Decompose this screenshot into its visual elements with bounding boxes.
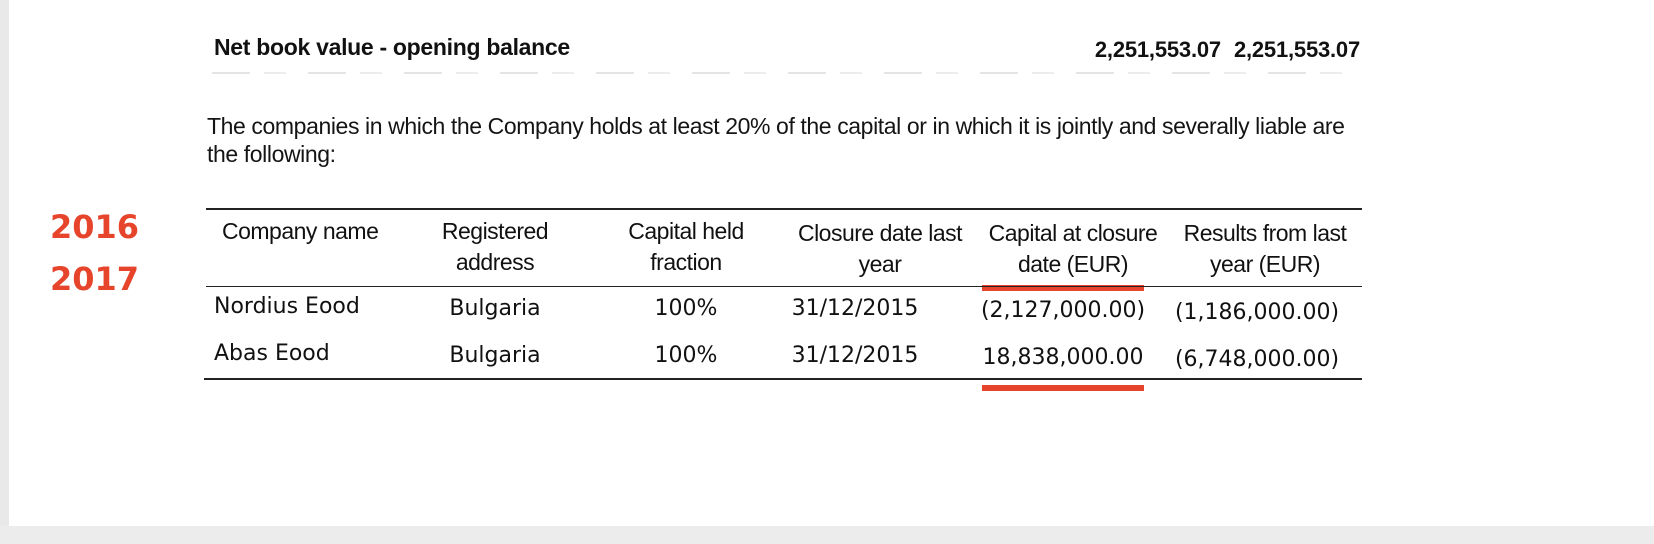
faint-separator xyxy=(212,72,1362,74)
highlight-underline-value xyxy=(982,385,1144,391)
net-book-value-amount-1: 2,251,553.07 xyxy=(1094,37,1221,62)
row2-registered-address: Bulgaria xyxy=(449,343,541,368)
table-top-rule xyxy=(206,208,1362,210)
year-label-2016: 2016 xyxy=(50,208,140,246)
row2-company-name: Abas Eood xyxy=(214,341,330,366)
intro-paragraph: The companies in which the Company holds… xyxy=(207,113,1345,167)
row1-company-name: Nordius Eood xyxy=(214,294,360,319)
net-book-value-label: Net book value - opening balance xyxy=(214,34,570,60)
left-border xyxy=(0,0,9,544)
row1-capital-at-closure: (2,127,000.00) xyxy=(980,298,1146,323)
table-header-rule xyxy=(206,286,1362,287)
row1-capital-held: 100% xyxy=(654,296,718,321)
table-bottom-rule xyxy=(204,378,1362,380)
header-capital-held-fraction: Capital held fraction xyxy=(628,218,744,275)
bottom-border xyxy=(0,526,1654,544)
row1-registered-address: Bulgaria xyxy=(449,296,541,321)
header-capital-at-closure: Capital at closure date (EUR) xyxy=(988,220,1158,277)
header-company-name: Company name xyxy=(222,218,379,244)
net-book-value-amount-2: 2,251,553.07 xyxy=(1233,37,1360,62)
year-label-2017: 2017 xyxy=(50,260,140,298)
row2-capital-held: 100% xyxy=(654,343,718,368)
highlight-underline-header xyxy=(982,285,1144,291)
row2-results-last-year: (6,748,000.00) xyxy=(1174,347,1340,372)
row1-closure-date: 31/12/2015 xyxy=(791,296,919,321)
net-book-value-amounts: 2,251,553.07 2,251,553.07 xyxy=(1095,37,1360,63)
row2-closure-date: 31/12/2015 xyxy=(791,343,919,368)
header-closure-date: Closure date last year xyxy=(797,220,963,277)
row2-capital-at-closure: 18,838,000.00 xyxy=(982,345,1144,370)
row1-results-last-year: (1,186,000.00) xyxy=(1174,300,1340,325)
header-registered-address: Registered address xyxy=(441,218,549,275)
header-results-last-year: Results from last year (EUR) xyxy=(1183,220,1347,277)
net-book-value-row: Net book value - opening balance 2,251,5… xyxy=(214,34,1360,68)
